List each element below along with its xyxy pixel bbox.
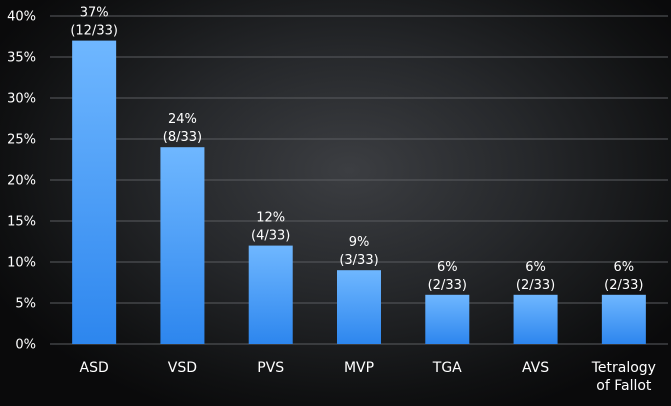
bar (248, 245, 293, 344)
bar (337, 270, 381, 344)
data-label: (3/33) (339, 253, 378, 268)
data-labels: 37% (12/33) 24% (8/33) 12% (4/33) 9% (3/33) 6% (2… (70, 6, 643, 293)
bars (72, 40, 646, 344)
y-tick-label: 25% (7, 133, 36, 148)
data-label: (4/33) (251, 229, 290, 244)
bar (160, 147, 205, 344)
y-tick-label: 5% (15, 297, 36, 312)
category-label: TGA (432, 360, 462, 376)
data-label: (12/33) (70, 24, 118, 39)
data-label: (2/33) (604, 278, 643, 293)
y-axis-ticks: 0% 5% 10% 15% 20% 25% 30% 35% 40% (7, 10, 36, 353)
data-label: 12% (256, 211, 285, 226)
data-label: 24% (168, 112, 197, 127)
y-tick-label: 20% (7, 174, 36, 189)
category-label: ASD (80, 360, 109, 376)
data-label: 9% (349, 235, 370, 250)
x-axis-categories: ASD VSD PVS MVP TGA AVS Tetralogy of Fallot (80, 360, 656, 394)
gridlines (50, 15, 668, 345)
y-tick-label: 30% (7, 92, 36, 107)
bar (513, 294, 558, 344)
data-label: 6% (437, 260, 458, 275)
data-label: (2/33) (428, 278, 467, 293)
bar (601, 294, 646, 344)
y-tick-label: 35% (7, 51, 36, 66)
y-tick-label: 15% (7, 215, 36, 230)
y-tick-label: 10% (7, 256, 36, 271)
category-label: VSD (168, 360, 197, 376)
category-label: of Fallot (596, 378, 652, 394)
bar (425, 294, 470, 344)
y-tick-label: 0% (15, 338, 36, 353)
data-label: 6% (525, 260, 546, 275)
data-label: 6% (614, 260, 635, 275)
category-label: AVS (522, 360, 549, 376)
data-label: (8/33) (163, 130, 202, 145)
category-label: Tetralogy (591, 360, 656, 376)
category-label: PVS (257, 360, 284, 376)
data-label: (2/33) (516, 278, 555, 293)
y-tick-label: 40% (7, 10, 36, 25)
data-label: 37% (80, 6, 109, 21)
category-label: MVP (344, 360, 374, 376)
bar (72, 40, 117, 344)
